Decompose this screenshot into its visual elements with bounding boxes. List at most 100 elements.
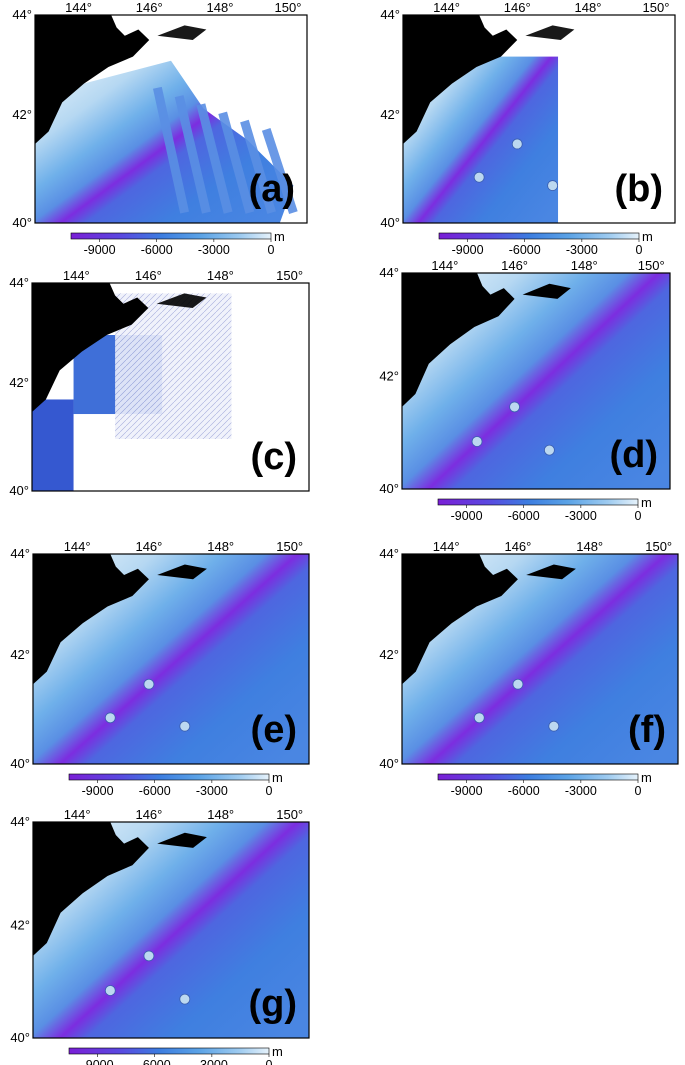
colorbar-tick-label: -6000 xyxy=(139,784,171,798)
lon-tick-label: 144° xyxy=(431,258,458,273)
map-panel-b: 144° 146° 148° 150° 44° 42° 40° (b) -9000 -6000 -3… xyxy=(380,0,676,257)
colorbar-tick-label: -9000 xyxy=(452,243,484,257)
colorbar-unit: m xyxy=(641,770,652,785)
lon-tick-label: 150° xyxy=(276,807,303,822)
lat-tick-label: 40° xyxy=(379,756,399,771)
land-mass xyxy=(33,822,149,956)
land-mass xyxy=(402,554,518,685)
lat-tick-label: 42° xyxy=(379,647,399,662)
colorbar-tick-label: -9000 xyxy=(451,509,483,523)
panel-label: (f) xyxy=(628,709,666,751)
colorbar-tick-label: -3000 xyxy=(198,243,230,257)
colorbar-tick-label: -9000 xyxy=(82,784,114,798)
lon-tick-label: 150° xyxy=(645,539,672,554)
colorbar-tick-label: -9000 xyxy=(82,1058,114,1065)
lat-tick-label: 44° xyxy=(10,814,30,829)
lat-tick-label: 44° xyxy=(12,7,32,22)
land-mass xyxy=(33,554,149,685)
lon-tick-label: 144° xyxy=(433,0,460,15)
lon-tick-label: 150° xyxy=(276,268,303,283)
lon-tick-label: 146° xyxy=(501,258,528,273)
lon-tick-label: 148° xyxy=(207,539,234,554)
panel-label: (d) xyxy=(609,434,658,476)
colorbar-unit: m xyxy=(274,229,285,244)
lat-tick-label: 40° xyxy=(12,215,32,230)
map-panel-a: 144° 146° 148° 150° 44° 42° 40° (a) -9000 -6000 -3… xyxy=(12,0,308,257)
lon-tick-label: 146° xyxy=(135,539,162,554)
map-panel-g: 144° 146° 148° 150° 44° 42° 40° (g) -9000 -6000 -3… xyxy=(10,807,310,1065)
colorbar-tick-label: -3000 xyxy=(565,509,597,523)
lon-tick-label: 146° xyxy=(136,0,163,15)
lon-tick-label: 146° xyxy=(504,539,531,554)
lon-tick-label: 150° xyxy=(638,258,665,273)
lat-tick-label: 44° xyxy=(379,546,399,561)
lon-tick-label: 148° xyxy=(571,258,598,273)
lat-tick-label: 42° xyxy=(379,369,399,384)
colorbar-tick-label: -6000 xyxy=(141,243,173,257)
lon-tick-label: 148° xyxy=(575,0,602,15)
lat-tick-label: 44° xyxy=(380,7,400,22)
map-frame xyxy=(401,272,671,490)
lat-tick-label: 44° xyxy=(10,546,30,561)
panel-label: (b) xyxy=(614,168,663,210)
lon-tick-label: 146° xyxy=(135,268,162,283)
lon-tick-label: 144° xyxy=(433,539,460,554)
map-frame xyxy=(32,821,310,1039)
colorbar-unit: m xyxy=(642,229,653,244)
land-mass xyxy=(35,15,150,144)
lat-tick-label: 42° xyxy=(9,375,29,390)
bathymetry-surface xyxy=(35,60,298,223)
lat-tick-label: 40° xyxy=(380,215,400,230)
colorbar-tick-label: 0 xyxy=(266,1058,273,1065)
lon-tick-label: 146° xyxy=(504,0,531,15)
colorbar-tick-label: -3000 xyxy=(196,784,228,798)
lon-tick-label: 144° xyxy=(64,807,91,822)
colorbar-tick-label: -6000 xyxy=(509,243,541,257)
colorbar: -9000 -6000 -3000 0m xyxy=(437,770,652,798)
lon-tick-label: 144° xyxy=(63,268,90,283)
colorbar-unit: m xyxy=(272,1044,283,1059)
panel-label: (c) xyxy=(251,436,297,478)
lat-tick-label: 42° xyxy=(12,107,32,122)
colorbar-tick-label: 0 xyxy=(635,784,642,798)
colorbar-tick-label: -9000 xyxy=(451,784,483,798)
colorbar: -9000 -6000 -3000 0m xyxy=(70,229,285,257)
colorbar-tick-label: -6000 xyxy=(139,1058,171,1065)
lon-tick-label: 150° xyxy=(276,539,303,554)
colorbar-unit: m xyxy=(272,770,283,785)
lon-tick-label: 148° xyxy=(207,0,234,15)
map-panel-c: 144° 146° 148° 150° 44° 42° 40° (c) xyxy=(9,268,310,498)
colorbar-tick-label: -6000 xyxy=(508,509,540,523)
panel-label: (a) xyxy=(249,168,295,210)
lon-tick-label: 150° xyxy=(643,0,670,15)
map-panel-e: 144° 146° 148° 150° 44° 42° 40° (e) -9000 -6000 -3… xyxy=(10,539,310,798)
lon-tick-label: 146° xyxy=(135,807,162,822)
panel-label: (e) xyxy=(251,709,297,751)
colorbar-tick-label: -3000 xyxy=(565,784,597,798)
map-frame xyxy=(34,14,308,224)
lat-tick-label: 42° xyxy=(10,647,30,662)
colorbar-tick-label: 0 xyxy=(636,243,643,257)
lat-tick-label: 40° xyxy=(10,1030,30,1045)
map-frame xyxy=(31,282,310,492)
lat-tick-label: 42° xyxy=(10,918,30,933)
panel-label: (g) xyxy=(248,983,297,1025)
map-panel-d: 144° 146° 148° 150° 44° 42° 40° (d) -9000 -6000 -3… xyxy=(379,258,671,523)
lon-tick-label: 144° xyxy=(64,539,91,554)
colorbar-tick-label: -3000 xyxy=(566,243,598,257)
colorbar: -9000 -6000 -3000 0m xyxy=(437,495,652,523)
lat-tick-label: 44° xyxy=(379,265,399,280)
colorbar-tick-label: -6000 xyxy=(508,784,540,798)
colorbar: -9000 -6000 -3000 0m xyxy=(438,229,653,257)
map-frame xyxy=(401,553,679,765)
map-frame xyxy=(402,14,676,224)
map-panel-f: 144° 146° 148° 150° 44° 42° 40° (f) -9000 -6000 -3… xyxy=(379,539,679,798)
colorbar-tick-label: -9000 xyxy=(84,243,116,257)
lat-tick-label: 42° xyxy=(380,107,400,122)
map-frame xyxy=(32,553,310,765)
colorbar-tick-label: 0 xyxy=(268,243,275,257)
colorbar: -9000 -6000 -3000 0m xyxy=(68,1044,283,1065)
lat-tick-label: 40° xyxy=(9,483,29,498)
lon-tick-label: 148° xyxy=(207,807,234,822)
